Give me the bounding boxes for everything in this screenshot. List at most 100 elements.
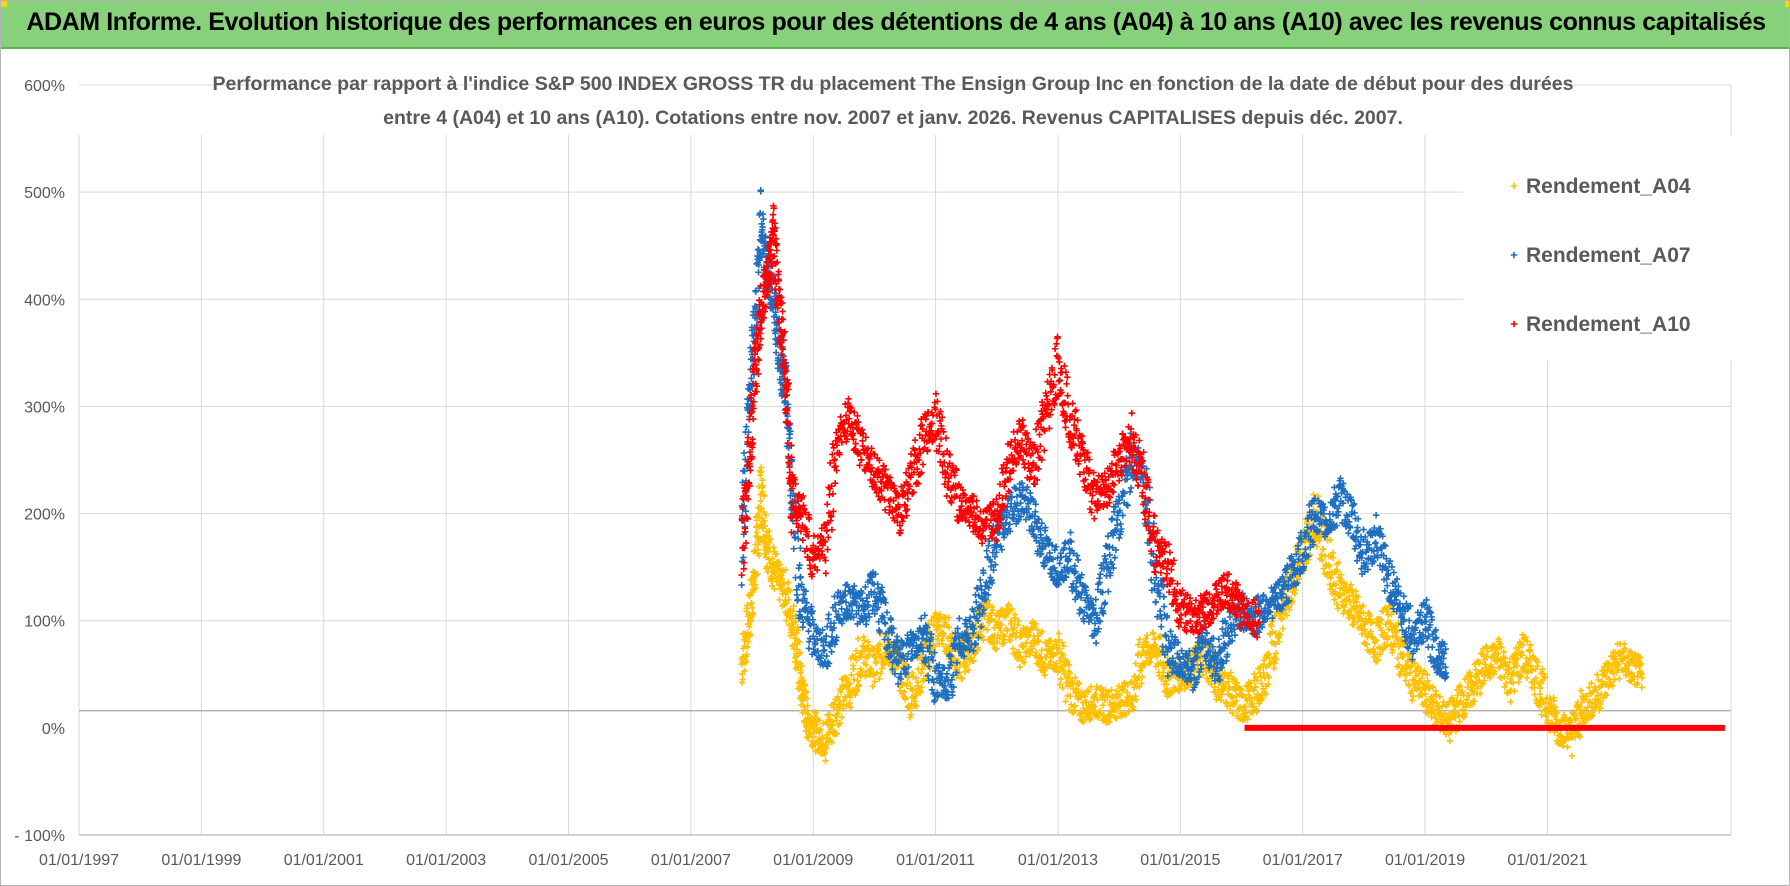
data-point — [1092, 639, 1100, 647]
data-point — [1432, 715, 1440, 722]
data-point — [1403, 671, 1410, 679]
data-point — [1176, 687, 1183, 694]
data-point — [1208, 681, 1215, 688]
data-point — [1583, 693, 1590, 700]
data-point — [1087, 715, 1094, 722]
data-point — [1341, 590, 1348, 597]
data-point — [738, 581, 745, 589]
data-point — [1047, 658, 1055, 665]
data-point — [1115, 682, 1122, 690]
data-point — [788, 615, 796, 622]
data-point — [744, 643, 751, 651]
data-point — [948, 630, 956, 638]
data-point — [816, 716, 823, 724]
data-point — [1638, 674, 1646, 681]
data-point — [1115, 534, 1123, 542]
data-point — [1276, 631, 1284, 639]
data-point — [1374, 656, 1382, 663]
data-point — [1233, 692, 1240, 700]
data-point — [1390, 569, 1397, 576]
data-point — [745, 638, 752, 645]
data-point — [1506, 675, 1514, 682]
data-point — [759, 477, 766, 484]
data-point — [1092, 691, 1099, 698]
data-point — [749, 610, 757, 618]
data-point — [1018, 633, 1025, 640]
data-point — [817, 726, 824, 733]
data-point — [1511, 688, 1518, 695]
data-point — [1436, 693, 1444, 700]
data-point — [769, 211, 777, 218]
data-point — [1356, 616, 1364, 623]
data-point — [807, 714, 815, 722]
data-point — [1466, 669, 1473, 676]
data-point — [1067, 692, 1074, 700]
data-point — [1152, 598, 1160, 606]
data-point — [1249, 700, 1256, 707]
data-point — [914, 679, 922, 686]
data-point — [1059, 666, 1067, 674]
data-point — [742, 658, 750, 666]
data-point — [1578, 699, 1585, 706]
data-point — [846, 680, 854, 688]
data-point — [847, 704, 854, 711]
data-point — [1244, 716, 1251, 723]
data-point — [1483, 652, 1490, 660]
data-point — [1577, 703, 1584, 711]
data-point — [1091, 703, 1099, 710]
data-point — [1568, 752, 1576, 760]
data-point — [1102, 542, 1110, 550]
data-point — [1515, 678, 1522, 686]
data-point — [1594, 692, 1602, 699]
data-point — [917, 670, 925, 677]
data-point — [1099, 702, 1107, 709]
data-point — [1230, 694, 1237, 701]
data-point — [1376, 651, 1384, 658]
banner-corner-right — [1785, 1, 1789, 7]
data-point — [1368, 618, 1376, 625]
data-point — [833, 730, 841, 737]
x-tick-label: 01/01/1999 — [161, 852, 241, 869]
data-point — [1005, 601, 1012, 608]
data-point — [1271, 660, 1279, 667]
data-point — [738, 571, 745, 579]
data-point — [932, 643, 939, 650]
data-point — [945, 614, 952, 621]
data-point — [1139, 644, 1146, 651]
data-point — [767, 536, 775, 543]
data-point — [1538, 680, 1545, 687]
data-point — [1593, 671, 1601, 678]
data-point — [798, 614, 806, 621]
data-point — [1538, 711, 1545, 718]
data-point — [890, 666, 897, 674]
data-point — [1132, 660, 1139, 667]
data-point — [1420, 668, 1428, 675]
data-point — [1347, 611, 1354, 619]
data-point — [1217, 697, 1225, 704]
data-point — [744, 602, 751, 609]
data-point — [961, 668, 969, 676]
data-point — [1151, 635, 1158, 643]
data-point — [1150, 630, 1157, 638]
data-point — [757, 497, 764, 505]
y-tick-label: 500% — [24, 185, 65, 202]
data-point — [798, 581, 805, 588]
data-point — [1581, 719, 1588, 726]
data-point — [1534, 659, 1541, 666]
data-point — [804, 702, 811, 709]
data-point — [822, 639, 830, 646]
data-point — [1027, 649, 1034, 656]
data-point — [770, 544, 777, 551]
data-point — [939, 640, 946, 648]
y-tick-label: 0% — [42, 721, 65, 738]
data-point — [1539, 665, 1546, 673]
data-point — [861, 637, 868, 644]
data-point — [795, 650, 803, 657]
data-point — [1522, 633, 1529, 641]
data-point — [1526, 648, 1534, 655]
data-point — [1597, 704, 1604, 712]
data-point — [1074, 556, 1082, 564]
data-point — [1136, 683, 1143, 691]
data-point — [847, 693, 854, 701]
data-point — [1429, 643, 1436, 651]
